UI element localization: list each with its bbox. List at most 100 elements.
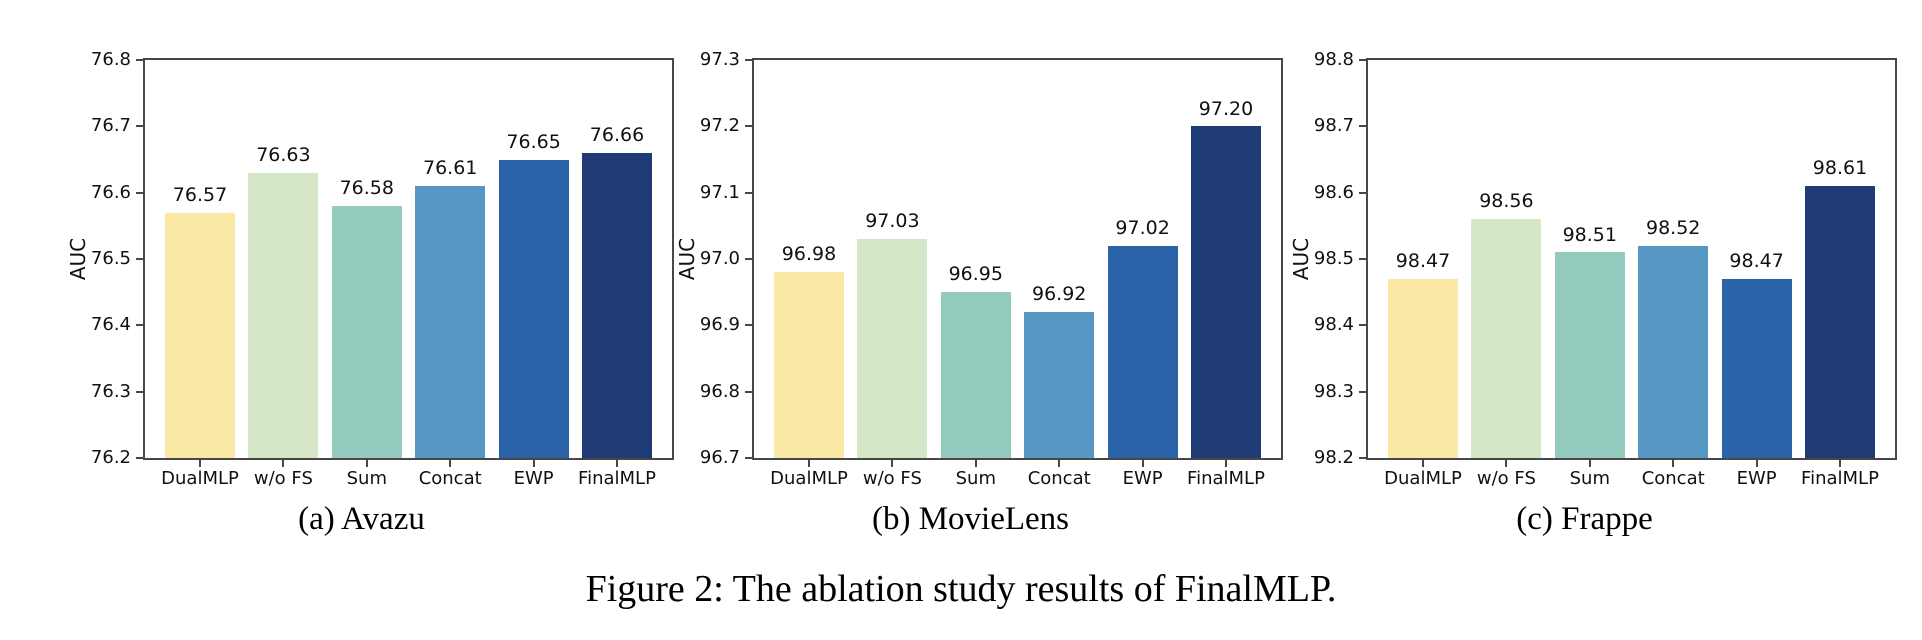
bar-value-label: 96.98: [781, 243, 837, 266]
x-tick-label: FinalMLP: [1801, 468, 1879, 489]
y-tick-mark: [745, 125, 752, 128]
x-tick-label: Sum: [1569, 468, 1610, 489]
y-tick-label: 98.3: [1313, 380, 1354, 402]
y-tick-label: 76.6: [90, 181, 131, 203]
x-tick-mark: [1141, 458, 1144, 467]
bar-value-label: 98.52: [1645, 216, 1701, 239]
x-tick-label: Sum: [346, 468, 387, 489]
y-tick-label: 97.2: [699, 115, 740, 137]
y-tick-mark: [136, 390, 143, 393]
y-tick-label: 98.5: [1313, 248, 1354, 269]
y-tick-mark: [745, 390, 752, 393]
subcaption: (c) Frappe: [1516, 501, 1653, 537]
x-tick-mark: [616, 458, 618, 467]
y-tick-mark: [745, 59, 752, 61]
x-tick-label: DualMLP: [1384, 468, 1462, 489]
y-tick-mark: [745, 258, 752, 260]
y-tick-label: 96.7: [699, 447, 740, 468]
y-tick-mark: [1359, 191, 1366, 194]
y-tick-label: 76.7: [90, 115, 131, 137]
y-tick-mark: [1359, 258, 1366, 260]
y-tick-label: 98.7: [1313, 115, 1354, 137]
y-tick-mark: [136, 324, 143, 327]
x-tick-label: EWP: [1736, 468, 1777, 489]
x-tick-label: DualMLP: [770, 468, 848, 489]
x-tick-mark: [282, 458, 285, 467]
x-tick-mark: [1422, 458, 1424, 467]
x-tick-mark: [532, 458, 535, 467]
x-tick-mark: [1839, 458, 1841, 467]
x-tick-label: w/o FS: [1476, 468, 1536, 489]
x-tick-mark: [449, 458, 452, 467]
y-tick-label: 76.3: [90, 380, 131, 402]
x-tick-label: w/o FS: [862, 468, 922, 489]
x-tick-mark: [891, 458, 894, 467]
x-tick-mark: [1058, 458, 1061, 467]
bar-dualmlp: [165, 212, 235, 458]
bar-value-label: 98.56: [1479, 190, 1534, 213]
plot-area: AUC 98.2 98.3 98.4 98.5 98.6 98.7 98.8 98.47 Dua…: [1289, 49, 1897, 489]
bar-concat: [1024, 312, 1095, 458]
x-tick-label: DualMLP: [161, 468, 239, 489]
bar-value-label: 76.58: [339, 177, 394, 200]
x-tick-mark: [1755, 458, 1758, 467]
y-tick-mark: [745, 324, 752, 327]
y-tick-label: 97.0: [699, 248, 740, 269]
bar-value-label: 76.61: [422, 157, 478, 180]
y-tick-mark: [1359, 59, 1366, 61]
bar-sum: [331, 205, 402, 458]
x-tick-label: Concat: [418, 468, 482, 489]
x-tick-mark: [365, 458, 368, 467]
y-tick-label: 98.2: [1313, 447, 1354, 468]
y-tick-label: 98.6: [1313, 181, 1354, 203]
y-tick-mark: [1359, 390, 1366, 393]
bar-concat: [415, 186, 486, 458]
x-tick-label: w/o FS: [253, 468, 313, 489]
bar-value-label: 96.95: [948, 263, 1003, 286]
x-tick-mark: [1225, 458, 1227, 467]
subcaption: (b) MovieLens: [871, 501, 1070, 537]
subcaption: (a) Avazu: [298, 501, 425, 537]
y-tick-label: 76.2: [90, 447, 131, 468]
y-tick-mark: [136, 59, 143, 61]
bar-value-label: 96.92: [1031, 283, 1087, 306]
x-tick-label: Concat: [1641, 468, 1705, 489]
x-tick-label: EWP: [513, 468, 554, 489]
bar-concat: [1638, 245, 1709, 458]
y-tick-label: 76.8: [90, 49, 131, 70]
x-tick-mark: [808, 458, 810, 467]
x-tick-mark: [1672, 458, 1675, 467]
bar-value-label: 76.65: [506, 130, 561, 153]
bar-w-o-fs: [857, 239, 928, 458]
y-tick-label: 98.8: [1313, 49, 1354, 70]
plot-area: AUC 96.7 96.8 96.9 97.0 97.1 97.2 97.3 96.98 Dua…: [675, 49, 1283, 489]
bar-value-label: 97.03: [865, 210, 920, 233]
x-tick-mark: [1505, 458, 1508, 467]
bar-value-label: 98.47: [1395, 250, 1451, 273]
bar-value-label: 97.20: [1198, 97, 1254, 120]
y-tick-mark: [136, 191, 143, 194]
bar-value-label: 97.02: [1115, 216, 1170, 239]
y-tick-label: 97.3: [699, 49, 740, 70]
y-tick-mark: [1359, 125, 1366, 128]
y-tick-label: 76.4: [90, 314, 131, 336]
x-tick-mark: [1588, 458, 1591, 467]
bar-value-label: 98.61: [1812, 157, 1868, 180]
bar-finalmlp: [582, 152, 652, 458]
figure-caption: Figure 2: The ablation study results of …: [585, 568, 1337, 610]
y-tick-mark: [745, 457, 752, 459]
bar-ewp: [498, 159, 569, 458]
x-tick-label: Sum: [955, 468, 996, 489]
y-tick-label: 96.8: [699, 380, 740, 402]
x-tick-mark: [199, 458, 201, 467]
bar-w-o-fs: [248, 172, 319, 458]
bar-dualmlp: [1388, 278, 1458, 458]
x-tick-label: EWP: [1122, 468, 1163, 489]
y-tick-mark: [1359, 324, 1366, 327]
bar-ewp: [1107, 245, 1178, 458]
y-tick-label: 76.5: [90, 248, 131, 269]
